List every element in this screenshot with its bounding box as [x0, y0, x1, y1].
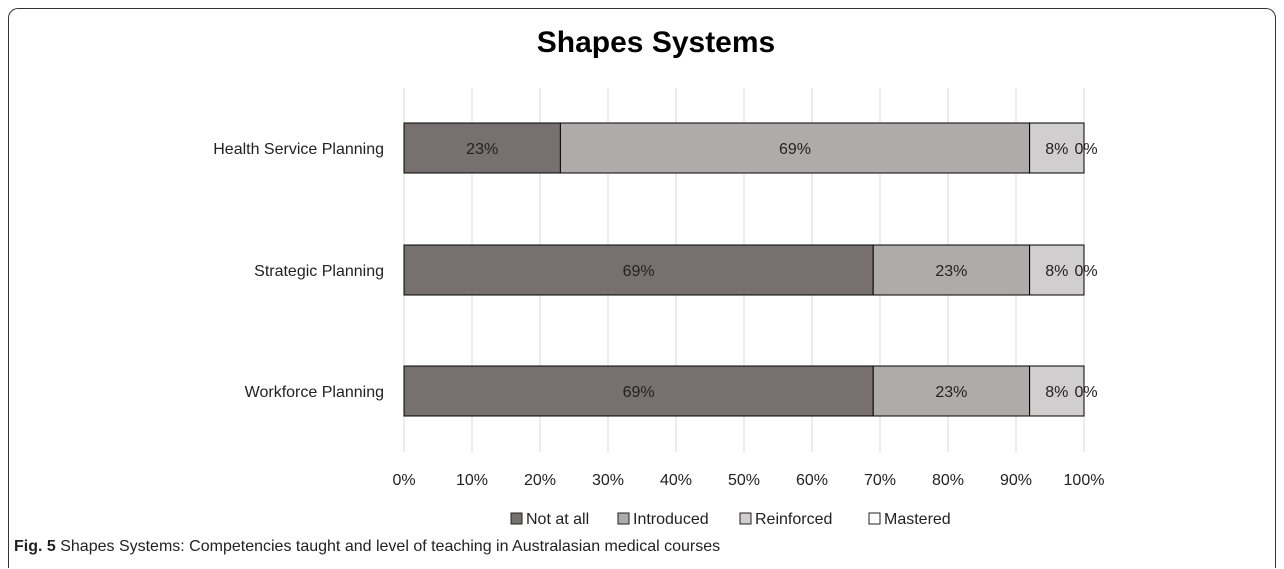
x-tick-label: 70%: [864, 472, 896, 489]
legend: Not at all Introduced Reinforced Mastered: [510, 511, 951, 528]
x-tick-label: 90%: [1000, 472, 1032, 489]
figure-caption: Fig. 5 Shapes Systems: Competencies taug…: [14, 538, 720, 556]
bar-segment: [872, 244, 1031, 296]
figure-frame: [8, 8, 1276, 568]
data-label: 23%: [935, 384, 967, 401]
legend-label: Mastered: [884, 511, 951, 528]
bar-segment: [403, 244, 874, 296]
x-tick-label: 10%: [456, 472, 488, 489]
category-labels: Health Service Planning Strategic Plannin…: [213, 141, 384, 401]
x-tick-label: 50%: [728, 472, 760, 489]
x-tick-label: 40%: [660, 472, 692, 489]
bar-segment: [559, 122, 1031, 174]
bar-segment: [403, 365, 874, 417]
data-label: 23%: [935, 263, 967, 280]
data-label: 8%: [1045, 141, 1068, 158]
data-label: 69%: [623, 384, 655, 401]
legend-label: Reinforced: [755, 511, 832, 528]
x-tick-label: 20%: [524, 472, 556, 489]
legend-swatch: [868, 512, 881, 525]
caption-text: Shapes Systems: Competencies taught and …: [55, 538, 721, 555]
bars: 23% 69% 8% 0% 69% 23% 8% 0% 69% 23% 8% 0%: [403, 122, 1098, 417]
x-tick-label: 80%: [932, 472, 964, 489]
legend-swatch: [739, 512, 752, 525]
x-tick-label: 0%: [392, 472, 415, 489]
legend-label: Not at all: [526, 511, 589, 528]
data-label: 0%: [1074, 263, 1097, 280]
category-label: Health Service Planning: [213, 141, 384, 158]
legend-label: Introduced: [633, 511, 709, 528]
x-tick-label: 30%: [592, 472, 624, 489]
category-label: Workforce Planning: [245, 384, 384, 401]
legend-swatch: [510, 512, 523, 525]
category-label: Strategic Planning: [254, 263, 384, 280]
legend-swatch: [617, 512, 630, 525]
x-tick-label: 100%: [1064, 472, 1105, 489]
x-tick-labels: 0% 10% 20% 30% 40% 50% 60% 70% 80% 90% 100%: [392, 472, 1104, 489]
x-tick-label: 60%: [796, 472, 828, 489]
data-label: 23%: [466, 141, 498, 158]
data-label: 8%: [1045, 384, 1068, 401]
bar-segment: [1029, 122, 1085, 174]
bar-segment: [1029, 365, 1085, 417]
bar-segment: [403, 122, 561, 174]
caption-prefix: Fig. 5: [14, 538, 56, 555]
data-label: 69%: [623, 263, 655, 280]
bar-segment: [1029, 244, 1085, 296]
data-label: 8%: [1045, 263, 1068, 280]
data-label: 0%: [1074, 384, 1097, 401]
chart-title: Shapes Systems: [537, 26, 775, 59]
data-label: 0%: [1074, 141, 1097, 158]
data-label: 69%: [779, 141, 811, 158]
